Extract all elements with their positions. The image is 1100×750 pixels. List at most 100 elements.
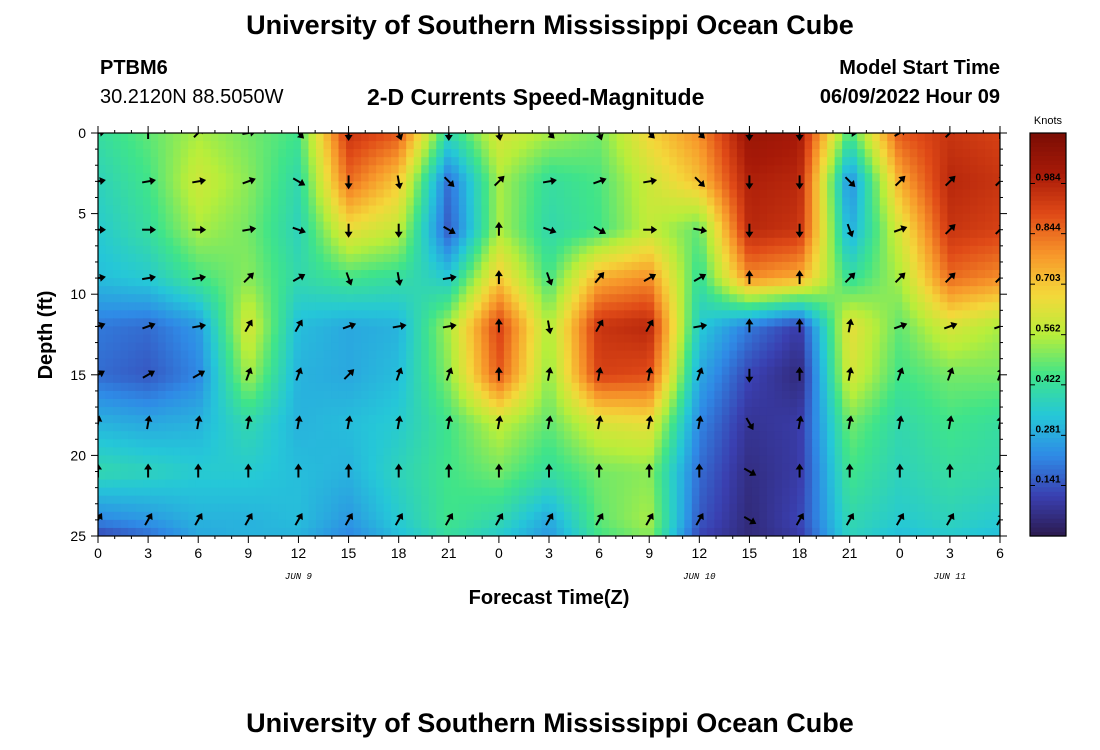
heatmap-cell [954,205,964,215]
heatmap-cell [421,382,430,392]
heatmap-cell [639,173,648,182]
heatmap-cell [526,423,535,432]
heatmap-cell [526,149,535,158]
heatmap-cell [255,423,264,432]
heatmap-cell [285,407,295,416]
heatmap-cell [954,270,964,279]
heatmap-cell [654,133,663,142]
heatmap-cell [804,342,813,352]
heatmap-cell [406,455,415,465]
heatmap-cell [361,205,370,215]
heatmap-cell [774,423,783,432]
heatmap-cell [331,229,340,239]
heatmap-cell [661,149,670,158]
heatmap-cell [909,173,918,182]
heatmap-cell [736,358,746,368]
heatmap-cell [616,431,625,440]
heatmap-cell [188,221,197,231]
heatmap-cell [315,407,325,416]
heatmap-cell [473,229,482,239]
heatmap-cell [887,149,896,158]
heatmap-cell [496,382,505,392]
heatmap-cell [699,447,708,456]
heatmap-cell [105,382,114,392]
heatmap-cell [676,253,685,263]
heatmap-cell [857,326,866,336]
heatmap-cell [669,302,678,311]
heatmap-cell [120,455,129,465]
heatmap-cell [150,374,159,384]
heatmap-cell [458,189,467,199]
heatmap-cell [669,141,678,150]
heatmap-cell [624,157,633,166]
heatmap-cell [451,334,460,344]
heatmap-cell [113,398,122,408]
heatmap-cell [421,205,430,215]
heatmap-cell [894,229,903,239]
heatmap-cell [391,261,400,271]
heatmap-cell [917,237,926,247]
heatmap-cell [549,173,558,182]
heatmap-cell [285,205,295,215]
heatmap-cell [308,366,317,376]
heatmap-cell [105,253,114,263]
heatmap-cell [984,447,994,456]
heatmap-cell [466,278,475,287]
heatmap-cell [646,205,655,215]
heatmap-cell [406,358,415,368]
heatmap-cell [346,439,355,448]
heatmap-cell [894,165,903,174]
heatmap-cell [293,455,302,465]
heatmap-cell [113,366,122,376]
heatmap-cell [518,221,528,231]
heatmap-cell [346,455,355,465]
heatmap-cell [759,350,768,360]
heatmap-cell [346,253,355,263]
heatmap-cell [210,382,219,392]
heatmap-cell [879,221,888,231]
heatmap-cell [789,205,798,215]
heatmap-cell [579,358,588,368]
heatmap-cell [744,342,753,352]
heatmap-cell [969,366,979,376]
heatmap-cell [113,294,122,303]
heatmap-cell [135,358,144,368]
heatmap-cell [624,149,633,158]
heatmap-cell [699,423,708,432]
heatmap-cell [684,213,693,223]
heatmap-cell [714,294,723,303]
heatmap-cell [376,278,385,287]
heatmap-cell [812,253,821,263]
heatmap-cell [511,415,520,424]
heatmap-cell [804,366,813,376]
heatmap-cell [729,342,738,352]
heatmap-cell [714,358,723,368]
heatmap-cell [909,213,918,223]
heatmap-cell [270,310,279,319]
heatmap-cell [383,463,392,473]
heatmap-cell [233,253,242,263]
heatmap-cell [714,286,723,295]
heatmap-cell [879,366,888,376]
heatmap-cell [789,342,798,352]
heatmap-cell [428,149,437,158]
heatmap-cell [376,423,385,432]
heatmap-cell [804,165,813,174]
heatmap-cell [744,455,753,465]
heatmap-cell [518,342,528,352]
heatmap-cell [481,253,490,263]
heatmap-cell [954,326,964,336]
heatmap-cell [180,229,189,239]
heatmap-cell [270,455,279,465]
heatmap-cell [188,310,197,319]
heatmap-cell [947,431,956,440]
heatmap-cell [924,245,933,255]
heatmap-cell [872,157,881,166]
heatmap-cell [270,423,279,432]
heatmap-cell [766,197,776,207]
heatmap-cell [782,407,791,416]
heatmap-cell [789,229,798,239]
heatmap-cell [962,423,971,432]
heatmap-cell [549,294,558,303]
heatmap-cell [879,382,888,392]
